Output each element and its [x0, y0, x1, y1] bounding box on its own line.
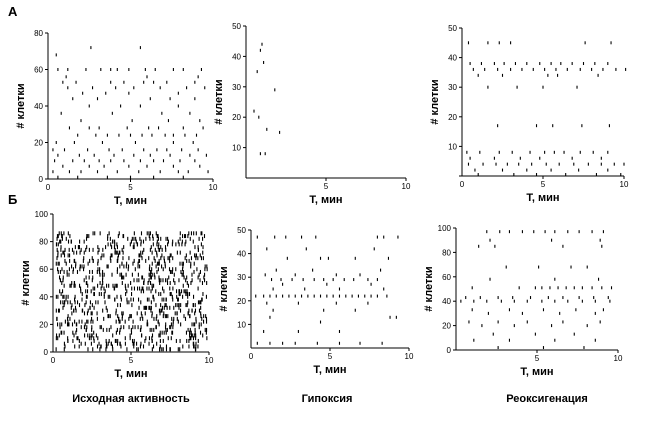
raster-panel-2: 10 20 30 40 50 5 10 T, мин # клетки	[213, 22, 411, 206]
y-tick-label: 80	[39, 238, 48, 247]
y-tick-label: 40	[34, 102, 43, 111]
x-tick-label: 10	[620, 180, 629, 189]
condition-label-reoxygenation: Реоксигенация	[506, 393, 588, 405]
y-tick-label: 30	[448, 83, 457, 92]
y-axis-title: # клетки	[20, 260, 32, 305]
x-tick-label: 5	[535, 354, 540, 363]
x-tick-label: 5	[541, 180, 546, 189]
y-tick-label: 20	[442, 322, 451, 331]
y-tick-label: 0	[39, 175, 44, 184]
y-tick-label: 40	[442, 297, 451, 306]
x-tick-label: 10	[405, 352, 414, 361]
y-tick-label: 100	[438, 224, 452, 233]
y-tick-label: 10	[448, 142, 457, 151]
x-tick-label: 10	[402, 182, 411, 191]
x-tick-label: 5	[128, 183, 133, 192]
y-tick-label: 20	[34, 139, 43, 148]
y-tick-label: 20	[232, 113, 241, 122]
y-tick-label: 40	[39, 293, 48, 302]
y-tick-label: 20	[237, 297, 246, 306]
y-tick-label: 60	[442, 273, 451, 282]
raster-panel-5: 10 20 30 40 50 5 10 0 T, мин # клетки	[218, 226, 414, 376]
x-origin-label: 0	[249, 352, 254, 361]
y-axis-title: # клетки	[15, 83, 27, 128]
raster-panel-3: 10 20 30 40 50 5 10 0 T, мин # клетки	[429, 24, 629, 204]
y-tick-label: 30	[237, 273, 246, 282]
x-axis-title: T, мин	[114, 195, 147, 207]
y-tick-label: 80	[442, 248, 451, 257]
raster-panel-6: 0 20 40 60 80 100 5 10 T, мин # клетки	[423, 224, 623, 378]
y-tick-label: 20	[39, 320, 48, 329]
row-label-b: Б	[8, 192, 18, 207]
row-label-a: А	[8, 4, 18, 19]
x-origin-label: 0	[460, 180, 465, 189]
y-tick-label: 0	[447, 346, 452, 355]
x-tick-label: 10	[205, 356, 214, 365]
y-tick-label: 60	[34, 66, 43, 75]
x-tick-label: 10	[209, 183, 218, 192]
y-tick-label: 10	[232, 144, 241, 153]
y-tick-label: 50	[232, 22, 241, 31]
x-tick-label: 10	[614, 354, 623, 363]
y-tick-label: 100	[35, 210, 49, 219]
y-tick-label: 60	[39, 265, 48, 274]
x-tick-label: 5	[328, 352, 333, 361]
condition-label-baseline: Исходная активность	[72, 393, 190, 405]
x-axis-title: T, мин	[114, 368, 147, 380]
y-axis-title: # клетки	[423, 266, 435, 311]
y-axis-title: # клетки	[429, 79, 441, 124]
y-tick-label: 50	[237, 226, 246, 235]
raster-panel-1: 0 20 40 60 80 5 10 0 T, мин # клетки	[15, 29, 218, 207]
y-tick-label: 50	[448, 24, 457, 33]
x-axis-title: T, мин	[520, 366, 553, 378]
x-axis-title: T, мин	[526, 192, 559, 204]
x-origin-label: 0	[51, 356, 56, 365]
y-tick-label: 10	[237, 320, 246, 329]
y-axis-title: # клетки	[218, 266, 230, 311]
x-origin-label: 0	[46, 183, 51, 192]
x-tick-label: 5	[324, 182, 329, 191]
y-axis-title: # клетки	[213, 79, 225, 124]
x-axis-title: T, мин	[309, 194, 342, 206]
y-tick-label: 40	[237, 250, 246, 259]
y-tick-label: 40	[232, 52, 241, 61]
y-tick-label: 30	[232, 83, 241, 92]
y-tick-label: 80	[34, 29, 43, 38]
condition-label-hypoxia: Гипоксия	[301, 393, 353, 405]
x-axis-title: T, мин	[313, 364, 346, 376]
x-tick-label: 5	[129, 356, 134, 365]
y-tick-label: 40	[448, 54, 457, 63]
y-tick-label: 0	[44, 348, 49, 357]
y-tick-label: 20	[448, 113, 457, 122]
